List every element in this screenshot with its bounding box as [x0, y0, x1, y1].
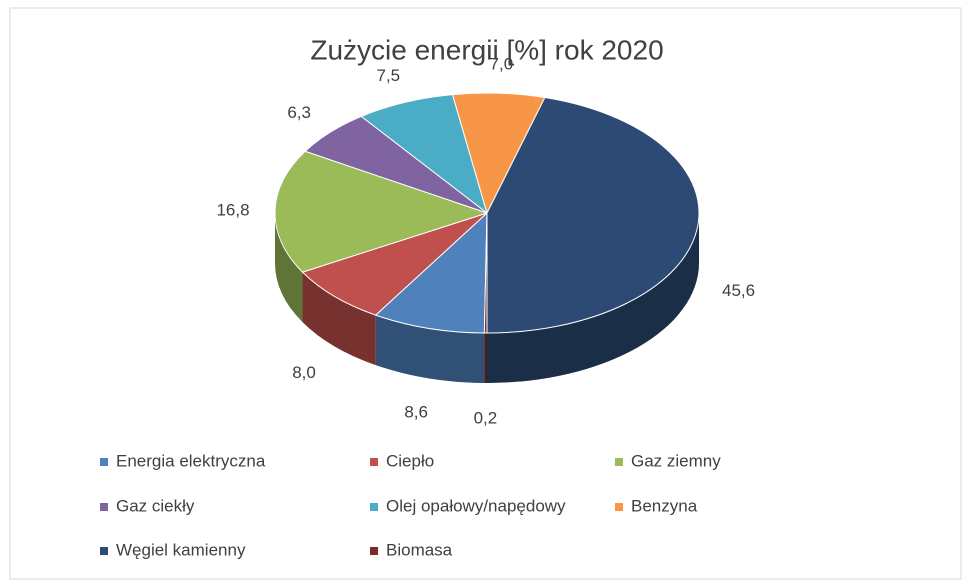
legend-swatch — [370, 458, 378, 466]
legend-label: Biomasa — [386, 540, 453, 559]
slice — [374, 211, 488, 334]
legend-label: Gaz ziemny — [631, 451, 721, 470]
legend-swatch — [615, 503, 623, 511]
legend-label: Olej opałowy/napędowy — [386, 496, 566, 515]
data-label: 45,6 — [722, 281, 755, 300]
slice-side — [274, 213, 303, 323]
legend-swatch — [370, 503, 378, 511]
legend-label: Gaz ciekły — [116, 496, 195, 515]
legend-swatch — [615, 458, 623, 466]
slice — [486, 97, 700, 334]
slice-side — [302, 272, 376, 366]
slice — [483, 212, 488, 334]
data-label: 8,6 — [404, 403, 428, 422]
legend-label: Węgiel kamienny — [116, 540, 246, 559]
legend-swatch — [100, 503, 108, 511]
data-label: 6,3 — [287, 103, 311, 122]
data-label: 7,0 — [490, 55, 514, 74]
data-label: 16,8 — [216, 201, 249, 220]
slice — [360, 94, 488, 215]
legend-label: Energia elektryczna — [116, 451, 266, 470]
data-label: 8,0 — [292, 363, 316, 382]
legend-swatch — [100, 458, 108, 466]
legend-label: Benzyna — [631, 496, 698, 515]
slice — [301, 212, 488, 316]
legend-label: Ciepło — [386, 451, 434, 470]
slice — [274, 150, 489, 273]
slice-side — [484, 332, 487, 383]
data-label: 7,5 — [377, 66, 401, 85]
legend-swatch — [100, 547, 108, 555]
chart-title: Zużycie energii [%] rok 2020 — [310, 34, 663, 65]
data-label: 0,2 — [474, 408, 498, 427]
legend-swatch — [370, 547, 378, 555]
slice-side — [487, 213, 699, 383]
